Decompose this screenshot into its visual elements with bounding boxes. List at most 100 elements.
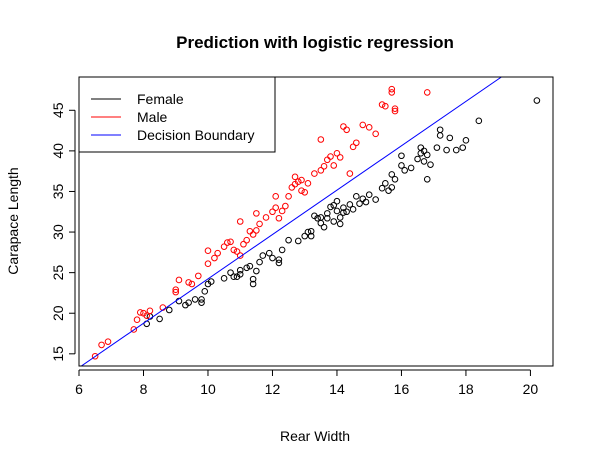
data-point-female: [333, 197, 341, 205]
data-point-female: [220, 275, 228, 282]
data-point-male: [343, 126, 350, 134]
data-point-female: [246, 262, 254, 270]
data-point-female: [417, 150, 425, 157]
data-point-male: [185, 279, 192, 286]
data-point-female: [462, 137, 470, 144]
data-point-male: [391, 107, 399, 115]
data-point-male: [195, 272, 202, 280]
data-point-male: [317, 167, 325, 174]
y-tick-label: 40: [50, 143, 66, 159]
data-point-male: [285, 193, 292, 200]
plot-frame: [78, 76, 554, 367]
data-point-female: [340, 209, 347, 216]
data-point-male: [256, 220, 263, 228]
data-point-male: [253, 210, 260, 217]
data-point-female: [314, 214, 321, 222]
data-point-female: [459, 144, 467, 151]
data-point-female: [207, 278, 215, 285]
data-point-female: [253, 267, 260, 275]
data-point-female: [236, 266, 244, 274]
data-point-female: [307, 232, 315, 240]
data-point-female: [443, 146, 450, 154]
series-male: [91, 85, 431, 360]
data-point-female: [343, 208, 350, 216]
data-point-female: [398, 152, 405, 160]
data-point-male: [275, 214, 283, 222]
data-point-female: [407, 164, 415, 172]
data-point-male: [304, 180, 312, 187]
data-point-male: [233, 248, 241, 255]
data-point-female: [330, 218, 338, 225]
legend-label: Female: [137, 91, 184, 107]
x-tick-label: 20: [523, 381, 539, 397]
data-point-female: [475, 117, 483, 125]
data-point-male: [359, 121, 367, 129]
data-point-female: [304, 228, 312, 236]
data-point-male: [372, 130, 379, 138]
data-point-male: [104, 338, 112, 345]
data-point-female: [433, 144, 441, 151]
data-point-female: [285, 236, 292, 244]
data-point-female: [378, 184, 386, 192]
data-point-female: [362, 198, 370, 206]
data-point-male: [365, 124, 373, 131]
data-point-female: [275, 256, 283, 263]
y-tick-label: 45: [50, 102, 66, 118]
data-point-female: [317, 214, 325, 221]
y-tick-label: 25: [50, 265, 66, 281]
legend-box: [78, 76, 276, 153]
chart-title: Prediction with logistic regression: [176, 33, 454, 52]
data-point-male: [272, 204, 279, 211]
x-tick-label: 14: [329, 381, 345, 397]
data-point-female: [388, 184, 396, 191]
data-point-female: [446, 134, 454, 142]
data-point-male: [330, 162, 338, 169]
data-point-male: [346, 170, 354, 177]
data-point-female: [330, 201, 338, 209]
data-point-female: [436, 132, 444, 139]
x-tick-label: 18: [458, 381, 474, 397]
x-axis-label: Rear Width: [280, 428, 350, 444]
data-point-female: [423, 151, 431, 159]
data-point-female: [452, 146, 460, 154]
x-tick-label: 8: [140, 381, 148, 397]
data-point-female: [427, 161, 434, 168]
data-point-male: [349, 143, 357, 151]
data-point-female: [275, 259, 283, 267]
data-point-male: [253, 227, 260, 234]
data-point-male: [98, 341, 105, 349]
series-female: [143, 97, 541, 328]
data-point-male: [272, 193, 279, 200]
data-point-male: [291, 173, 299, 181]
data-point-male: [301, 188, 309, 196]
data-point-male: [143, 312, 151, 319]
x-tick-label: 10: [200, 381, 216, 397]
data-point-female: [236, 270, 244, 278]
data-point-male: [340, 123, 347, 130]
data-point-male: [136, 309, 144, 316]
data-point-female: [230, 273, 238, 281]
data-point-female: [317, 219, 325, 227]
data-point-female: [346, 201, 354, 208]
data-point-female: [414, 155, 421, 163]
data-point-male: [133, 316, 141, 324]
data-point-female: [353, 193, 360, 200]
data-point-female: [165, 306, 173, 314]
data-point-male: [236, 252, 244, 259]
data-point-male: [311, 170, 318, 177]
data-point-female: [436, 126, 444, 134]
data-point-female: [388, 171, 396, 178]
data-point-male: [327, 153, 334, 160]
data-point-male: [211, 254, 218, 262]
data-point-male: [172, 288, 180, 296]
data-point-female: [359, 195, 367, 203]
legend-label: Male: [137, 109, 168, 125]
data-point-male: [243, 236, 250, 244]
y-axis-label: Carapace Length: [5, 167, 21, 274]
data-point-male: [172, 286, 180, 293]
data-point-female: [265, 249, 273, 257]
data-point-male: [146, 307, 154, 315]
x-tick-label: 16: [394, 381, 410, 397]
data-point-female: [198, 299, 205, 306]
y-tick-label: 20: [50, 305, 66, 321]
